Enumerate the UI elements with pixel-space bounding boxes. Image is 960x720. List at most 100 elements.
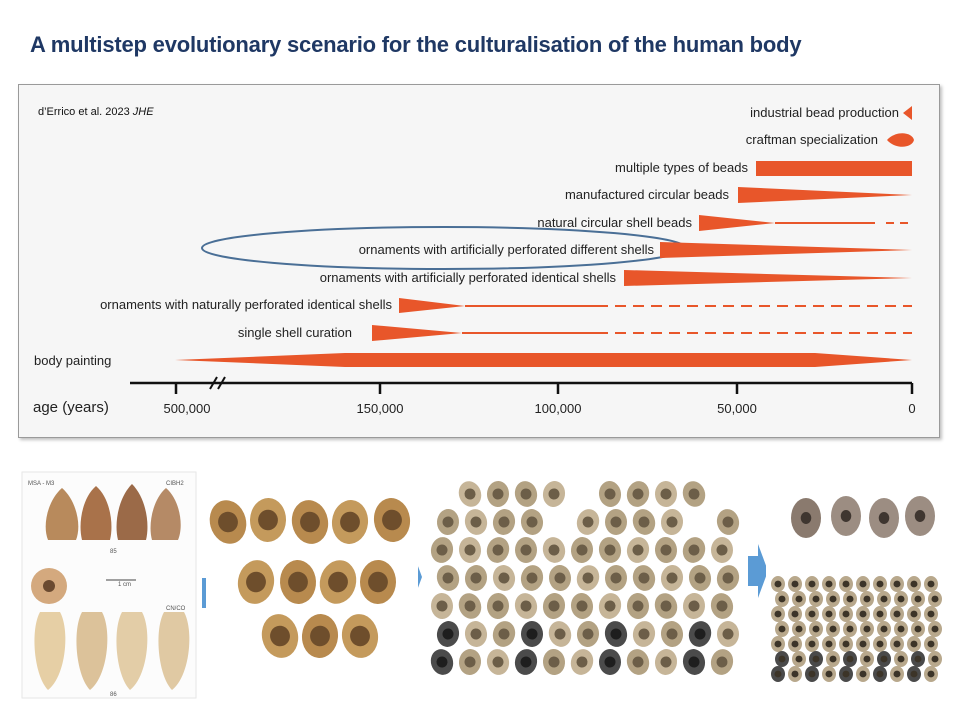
photo-cone-shells: MSA - M3 CIBH2 CN/CO 1 cm 85 86 [21, 471, 197, 699]
shell-bead [514, 481, 538, 507]
bar-natural-circular [699, 215, 775, 231]
shell-bead [430, 593, 454, 619]
shell-bead [660, 565, 684, 591]
shell-bead [890, 636, 904, 652]
tick-label-0: 0 [908, 401, 915, 416]
shell-bead [654, 481, 678, 507]
shell-bead [717, 621, 739, 647]
shell-bead [843, 591, 857, 607]
shell-bead [928, 621, 942, 637]
row-label-manufactured: manufactured circular beads [565, 187, 730, 202]
cone-shell-row-top [45, 484, 181, 540]
shell-bead [520, 509, 544, 535]
shell-bead [660, 509, 684, 535]
citation-journal: JHE [132, 106, 154, 118]
shell-bead [598, 537, 622, 563]
shell-bead [869, 498, 899, 538]
shell-bead [877, 591, 891, 607]
row-label-body-painting: body painting [34, 353, 111, 368]
shell-bead [570, 649, 594, 675]
bar-naturally-perforated [399, 298, 465, 313]
shell-bead [570, 593, 594, 619]
shell-bead [486, 593, 510, 619]
bar-multiple [756, 161, 912, 176]
shell-bead [520, 565, 544, 591]
shell-bead [907, 666, 921, 682]
shell-bead [890, 666, 904, 682]
shell-bead [542, 537, 566, 563]
shell-bead [301, 614, 339, 658]
shell-bead [924, 636, 938, 652]
shell-bead [860, 591, 874, 607]
shell-bead [873, 606, 887, 622]
shell-bead [894, 621, 908, 637]
photo-label-cnco: CN/CO [166, 606, 186, 612]
shell-bead [576, 509, 600, 535]
shell-bead [626, 649, 650, 675]
shell-bead [464, 565, 488, 591]
shell-bead [771, 576, 785, 592]
shell-bead [805, 636, 819, 652]
shell-bead [843, 621, 857, 637]
shell-bead [632, 565, 656, 591]
shell-bead [716, 565, 740, 591]
shell-bead [890, 576, 904, 592]
shell-bead [682, 649, 706, 675]
shell-bead [788, 666, 802, 682]
shell-bead [775, 591, 789, 607]
row-label-industrial: industrial bead production [750, 105, 899, 120]
shell-bead [860, 651, 874, 667]
shell-bead [548, 565, 572, 591]
axis-break [209, 376, 226, 390]
shell-bead [775, 651, 789, 667]
shell-bead [894, 651, 908, 667]
tick-label-50000: 50,000 [717, 401, 757, 416]
arrow-3 [748, 544, 768, 598]
shell-bead [809, 591, 823, 607]
row-label-artificial-identical: ornaments with artificially perforated i… [320, 270, 617, 285]
shell-bead [598, 649, 622, 675]
shell-bead [654, 537, 678, 563]
shell-bead [805, 576, 819, 592]
shell-bead [654, 593, 678, 619]
shell-bead [682, 537, 706, 563]
shell-bead [924, 576, 938, 592]
shell-bead [856, 636, 870, 652]
shell-bead [775, 621, 789, 637]
shell-bead [458, 593, 482, 619]
shell-bead [826, 651, 840, 667]
shell-bead [542, 481, 566, 507]
shell-bead [682, 481, 706, 507]
shell-bead [249, 498, 287, 542]
photo-label-scale: 1 cm [118, 582, 131, 588]
shell-bead [856, 666, 870, 682]
shell-bead [604, 621, 628, 647]
shell-bead [626, 593, 650, 619]
shell-bead [548, 621, 572, 647]
bar-single-shell [372, 325, 462, 341]
shell-bead [843, 651, 857, 667]
shell-bead [856, 606, 870, 622]
shell-bead [604, 565, 628, 591]
shell-bead [905, 496, 935, 536]
shell-bead [911, 621, 925, 637]
shell-bead [822, 666, 836, 682]
shell-bead [542, 649, 566, 675]
shell-bead [598, 481, 622, 507]
shell-bead [486, 481, 510, 507]
shell-bead [792, 621, 806, 637]
shell-bead [492, 509, 516, 535]
shell-bead [791, 498, 821, 538]
shell-bead [839, 606, 853, 622]
photo-label-86: 86 [110, 692, 117, 698]
shell-bead [237, 560, 275, 604]
shell-bead [911, 651, 925, 667]
shell-bead [873, 576, 887, 592]
shell-bead [654, 649, 678, 675]
shell-images [209, 481, 942, 682]
shell-bead [710, 649, 734, 675]
shell-bead [710, 537, 734, 563]
cone-shell-row-bottom [34, 612, 190, 690]
shell-bead [570, 537, 594, 563]
